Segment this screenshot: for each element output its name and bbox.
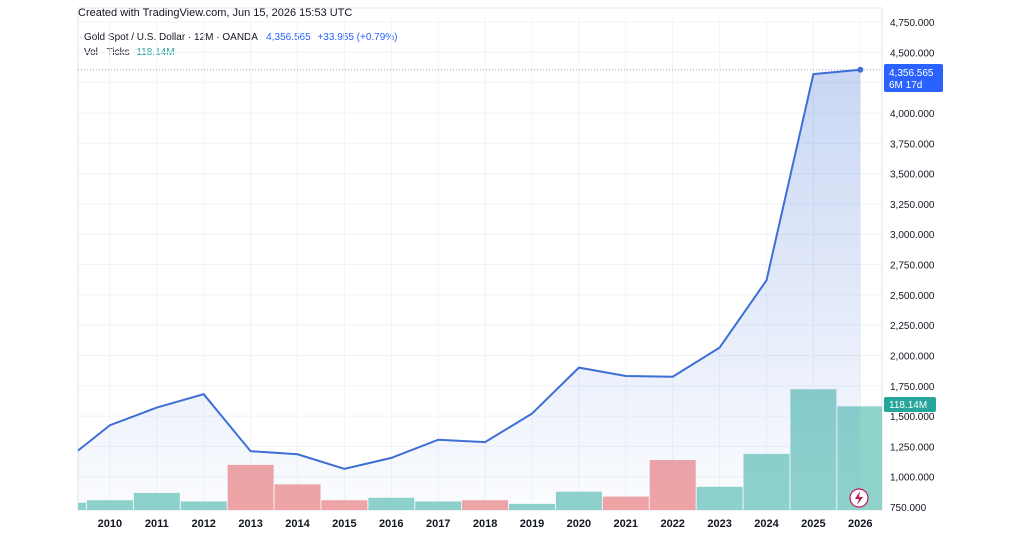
price-line — [77, 68, 861, 470]
symbol-name: Gold Spot / U.S. Dollar · 12M · OANDA — [84, 32, 258, 43]
price-area — [78, 69, 861, 510]
y-tick-label: 3,500.000 — [890, 170, 935, 181]
x-tick-label: 2011 — [145, 518, 169, 530]
y-tick-label: 3,250.000 — [890, 200, 935, 211]
y-tick-label: 2,000.000 — [890, 351, 935, 362]
created-with-label: Created with TradingView.com, Jun 15, 20… — [78, 7, 353, 19]
x-tick-label: 2014 — [285, 518, 310, 530]
x-axis-ticks: 2010 2011 2012 2013 2014 2015 2016 2017 2018 2019… — [98, 518, 873, 530]
y-axis-ticks: 750.000 1,000.000 1,250.000 1,500.000 1,750.… — [890, 18, 935, 514]
x-tick-label: 2022 — [660, 518, 684, 530]
y-tick-label: 4,000.000 — [890, 109, 935, 120]
x-tick-label: 2016 — [379, 518, 403, 530]
y-tick-label: 4,500.000 — [890, 48, 935, 59]
x-tick-label: 2018 — [473, 518, 497, 530]
y-tick-label: 3,750.000 — [890, 139, 935, 150]
x-tick-label: 2021 — [614, 518, 638, 530]
x-tick-label: 2012 — [191, 518, 215, 530]
x-tick-label: 2015 — [332, 518, 356, 530]
last-price: 4,356.565 — [266, 32, 311, 43]
volume-tag-value: 118.14M — [889, 400, 927, 411]
y-tick-label: 2,750.000 — [890, 261, 935, 272]
x-tick-label: 2020 — [567, 518, 591, 530]
y-tick-label: 3,000.000 — [890, 230, 935, 241]
volume-tag: 118.14M — [884, 397, 936, 412]
x-tick-label: 2019 — [520, 518, 544, 530]
x-tick-label: 2010 — [98, 518, 122, 530]
y-tick-label: 1,750.000 — [890, 382, 935, 393]
x-tick-label: 2017 — [426, 518, 450, 530]
y-tick-label: 2,500.000 — [890, 291, 935, 302]
lightning-icon[interactable] — [849, 488, 869, 508]
y-tick-label: 1,250.000 — [890, 442, 935, 453]
x-tick-label: 2013 — [238, 518, 262, 530]
y-tick-label: 4,750.000 — [890, 18, 935, 29]
symbol-legend[interactable]: Gold Spot / U.S. Dollar · 12M · OANDA 4,… — [84, 32, 398, 43]
y-tick-label: 750.000 — [890, 503, 927, 514]
y-tick-label: 1,500.000 — [890, 412, 935, 423]
x-tick-label: 2025 — [801, 518, 825, 530]
y-tick-label: 2,250.000 — [890, 321, 935, 332]
y-tick-label: 1,000.000 — [890, 473, 935, 484]
x-tick-label: 2026 — [848, 518, 872, 530]
last-price-dot — [857, 66, 864, 73]
price-tag-countdown: 6M 17d — [889, 80, 922, 91]
x-tick-label: 2024 — [754, 518, 779, 530]
x-tick-label: 2023 — [707, 518, 731, 530]
price-tag-value: 4,356.565 — [889, 68, 934, 79]
price-tag: 4,356.565 6M 17d — [884, 64, 943, 92]
price-change: +33.955 (+0.79%) — [317, 32, 398, 43]
